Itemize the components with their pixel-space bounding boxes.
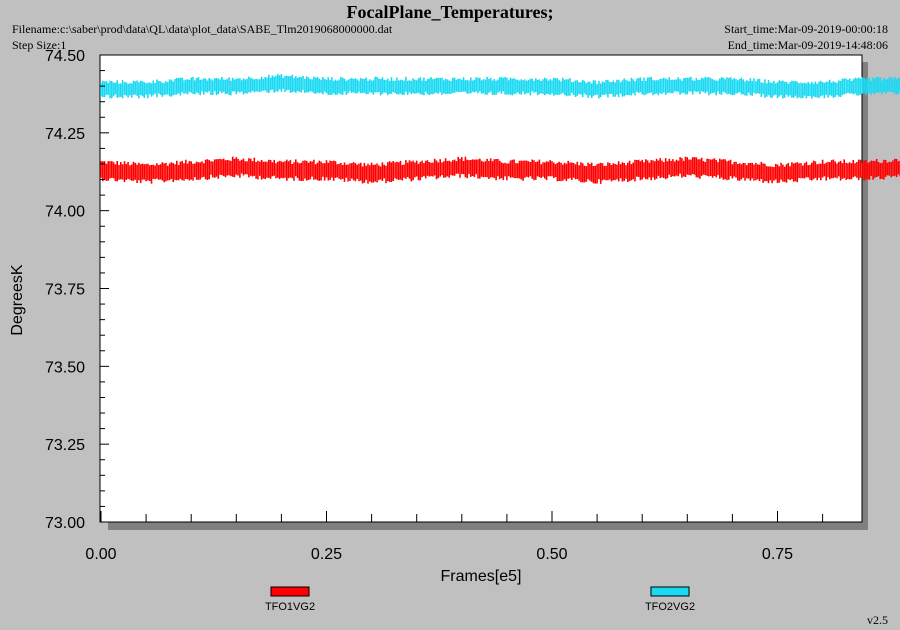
plot-area [99, 54, 863, 523]
legend-label-tfo1vg2: TFO1VG2 [265, 601, 315, 613]
y-tick-label: 73.00 [45, 515, 85, 532]
y-tick-label: 74.50 [45, 48, 85, 65]
step-size-label: Step Size:1 [12, 38, 67, 52]
start-time-label: Start_time:Mar-09-2019-00:00:18 [724, 22, 888, 36]
y-tick-label: 73.75 [45, 282, 85, 299]
x-tick-label: 0.75 [762, 546, 793, 563]
x-tick-label: 0.00 [85, 546, 116, 563]
legend-label-tfo2vg2: TFO2VG2 [645, 601, 695, 613]
y-tick-label: 73.25 [45, 437, 85, 454]
version-label: v2.5 [867, 613, 888, 627]
end-time-label: End_time:Mar-09-2019-14:48:06 [727, 38, 888, 52]
x-axis-label: Frames[e5] [441, 568, 522, 585]
filename-label: Filename:c:\saber\prod\data\QL\data\plot… [12, 22, 393, 36]
series-layer [100, 74, 900, 184]
legend-swatch-tfo1vg2 [270, 586, 310, 597]
legend: TFO1VG2 TFO2VG2 [265, 586, 695, 613]
chart-title: FocalPlane_Temperatures; [346, 2, 554, 22]
series-line-tfo1vg2 [100, 156, 900, 184]
y-axis-label: DegreesK [9, 264, 26, 335]
y-tick-label: 74.25 [45, 126, 85, 143]
series-line-tfo2vg2 [100, 74, 900, 99]
legend-swatch-tfo2vg2 [650, 586, 690, 597]
y-tick-label: 74.00 [45, 204, 85, 221]
axes-layer: 73.00 73.25 73.50 73.75 74.00 74.25 74.50 0.00 0… [45, 48, 824, 563]
x-tick-label: 0.25 [311, 546, 342, 563]
x-tick-label: 0.50 [536, 546, 567, 563]
y-tick-label: 73.50 [45, 359, 85, 376]
